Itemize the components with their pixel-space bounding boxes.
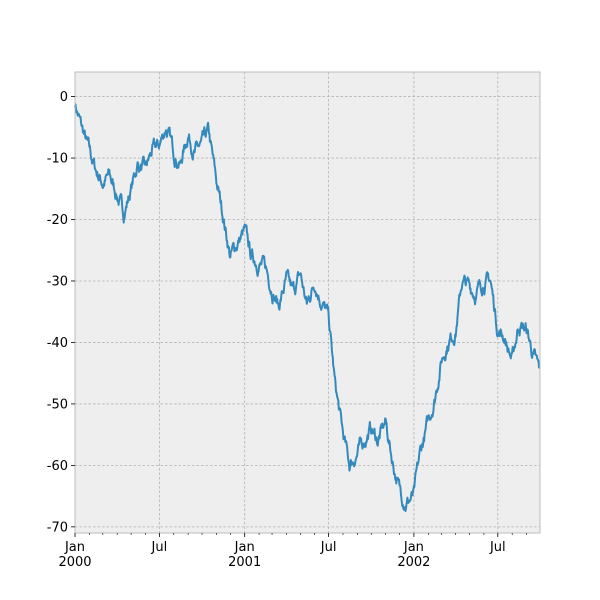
x-tick-year-label: 2002 xyxy=(397,555,430,570)
y-tick-label: 0 xyxy=(60,90,68,105)
x-tick-label: Jul xyxy=(151,540,168,555)
y-axis: 0 -10 -20 -30 -40 -50 -60 -70 xyxy=(47,90,75,535)
y-tick-label: -60 xyxy=(47,459,68,474)
x-tick-label: Jan xyxy=(403,540,424,555)
x-tick-year-label: 2000 xyxy=(58,555,91,570)
x-tick-label: Jul xyxy=(320,540,337,555)
series-line xyxy=(74,103,541,512)
y-tick-label: -50 xyxy=(47,397,68,412)
y-tick-label: -20 xyxy=(47,213,68,228)
x-tick-label: Jul xyxy=(489,540,506,555)
x-tick-year-label: 2001 xyxy=(228,555,261,570)
plot-frame xyxy=(74,71,541,534)
y-tick-label: -40 xyxy=(47,336,68,351)
x-tick-label: Jan xyxy=(234,540,255,555)
y-tick-label: -30 xyxy=(47,274,68,289)
y-tick-label: -10 xyxy=(47,152,68,167)
data-series xyxy=(74,103,541,512)
x-tick-label: Jan xyxy=(64,540,85,555)
y-tick-label: -70 xyxy=(47,520,68,535)
